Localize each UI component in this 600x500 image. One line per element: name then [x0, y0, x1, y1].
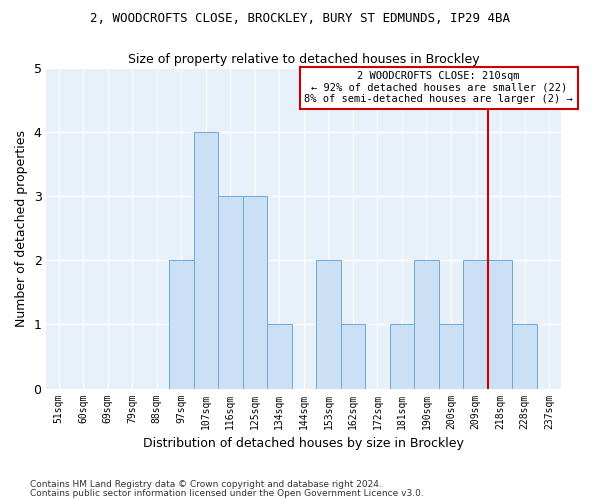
Bar [488, 260, 512, 388]
Bar [414, 260, 439, 388]
Text: Contains HM Land Registry data © Crown copyright and database right 2024.: Contains HM Land Registry data © Crown c… [30, 480, 382, 489]
Text: 2, WOODCROFTS CLOSE, BROCKLEY, BURY ST EDMUNDS, IP29 4BA: 2, WOODCROFTS CLOSE, BROCKLEY, BURY ST E… [90, 12, 510, 26]
Text: Contains public sector information licensed under the Open Government Licence v3: Contains public sector information licen… [30, 488, 424, 498]
Bar [194, 132, 218, 388]
Bar [341, 324, 365, 388]
Bar [242, 196, 267, 388]
Text: 2 WOODCROFTS CLOSE: 210sqm
← 92% of detached houses are smaller (22)
8% of semi-: 2 WOODCROFTS CLOSE: 210sqm ← 92% of deta… [304, 72, 573, 104]
Bar [439, 324, 463, 388]
Bar [512, 324, 537, 388]
Bar [169, 260, 194, 388]
Title: Size of property relative to detached houses in Brockley: Size of property relative to detached ho… [128, 52, 479, 66]
Y-axis label: Number of detached properties: Number of detached properties [15, 130, 28, 327]
Bar [463, 260, 488, 388]
Bar [389, 324, 414, 388]
Bar [267, 324, 292, 388]
Bar [316, 260, 341, 388]
X-axis label: Distribution of detached houses by size in Brockley: Distribution of detached houses by size … [143, 437, 464, 450]
Bar [218, 196, 242, 388]
